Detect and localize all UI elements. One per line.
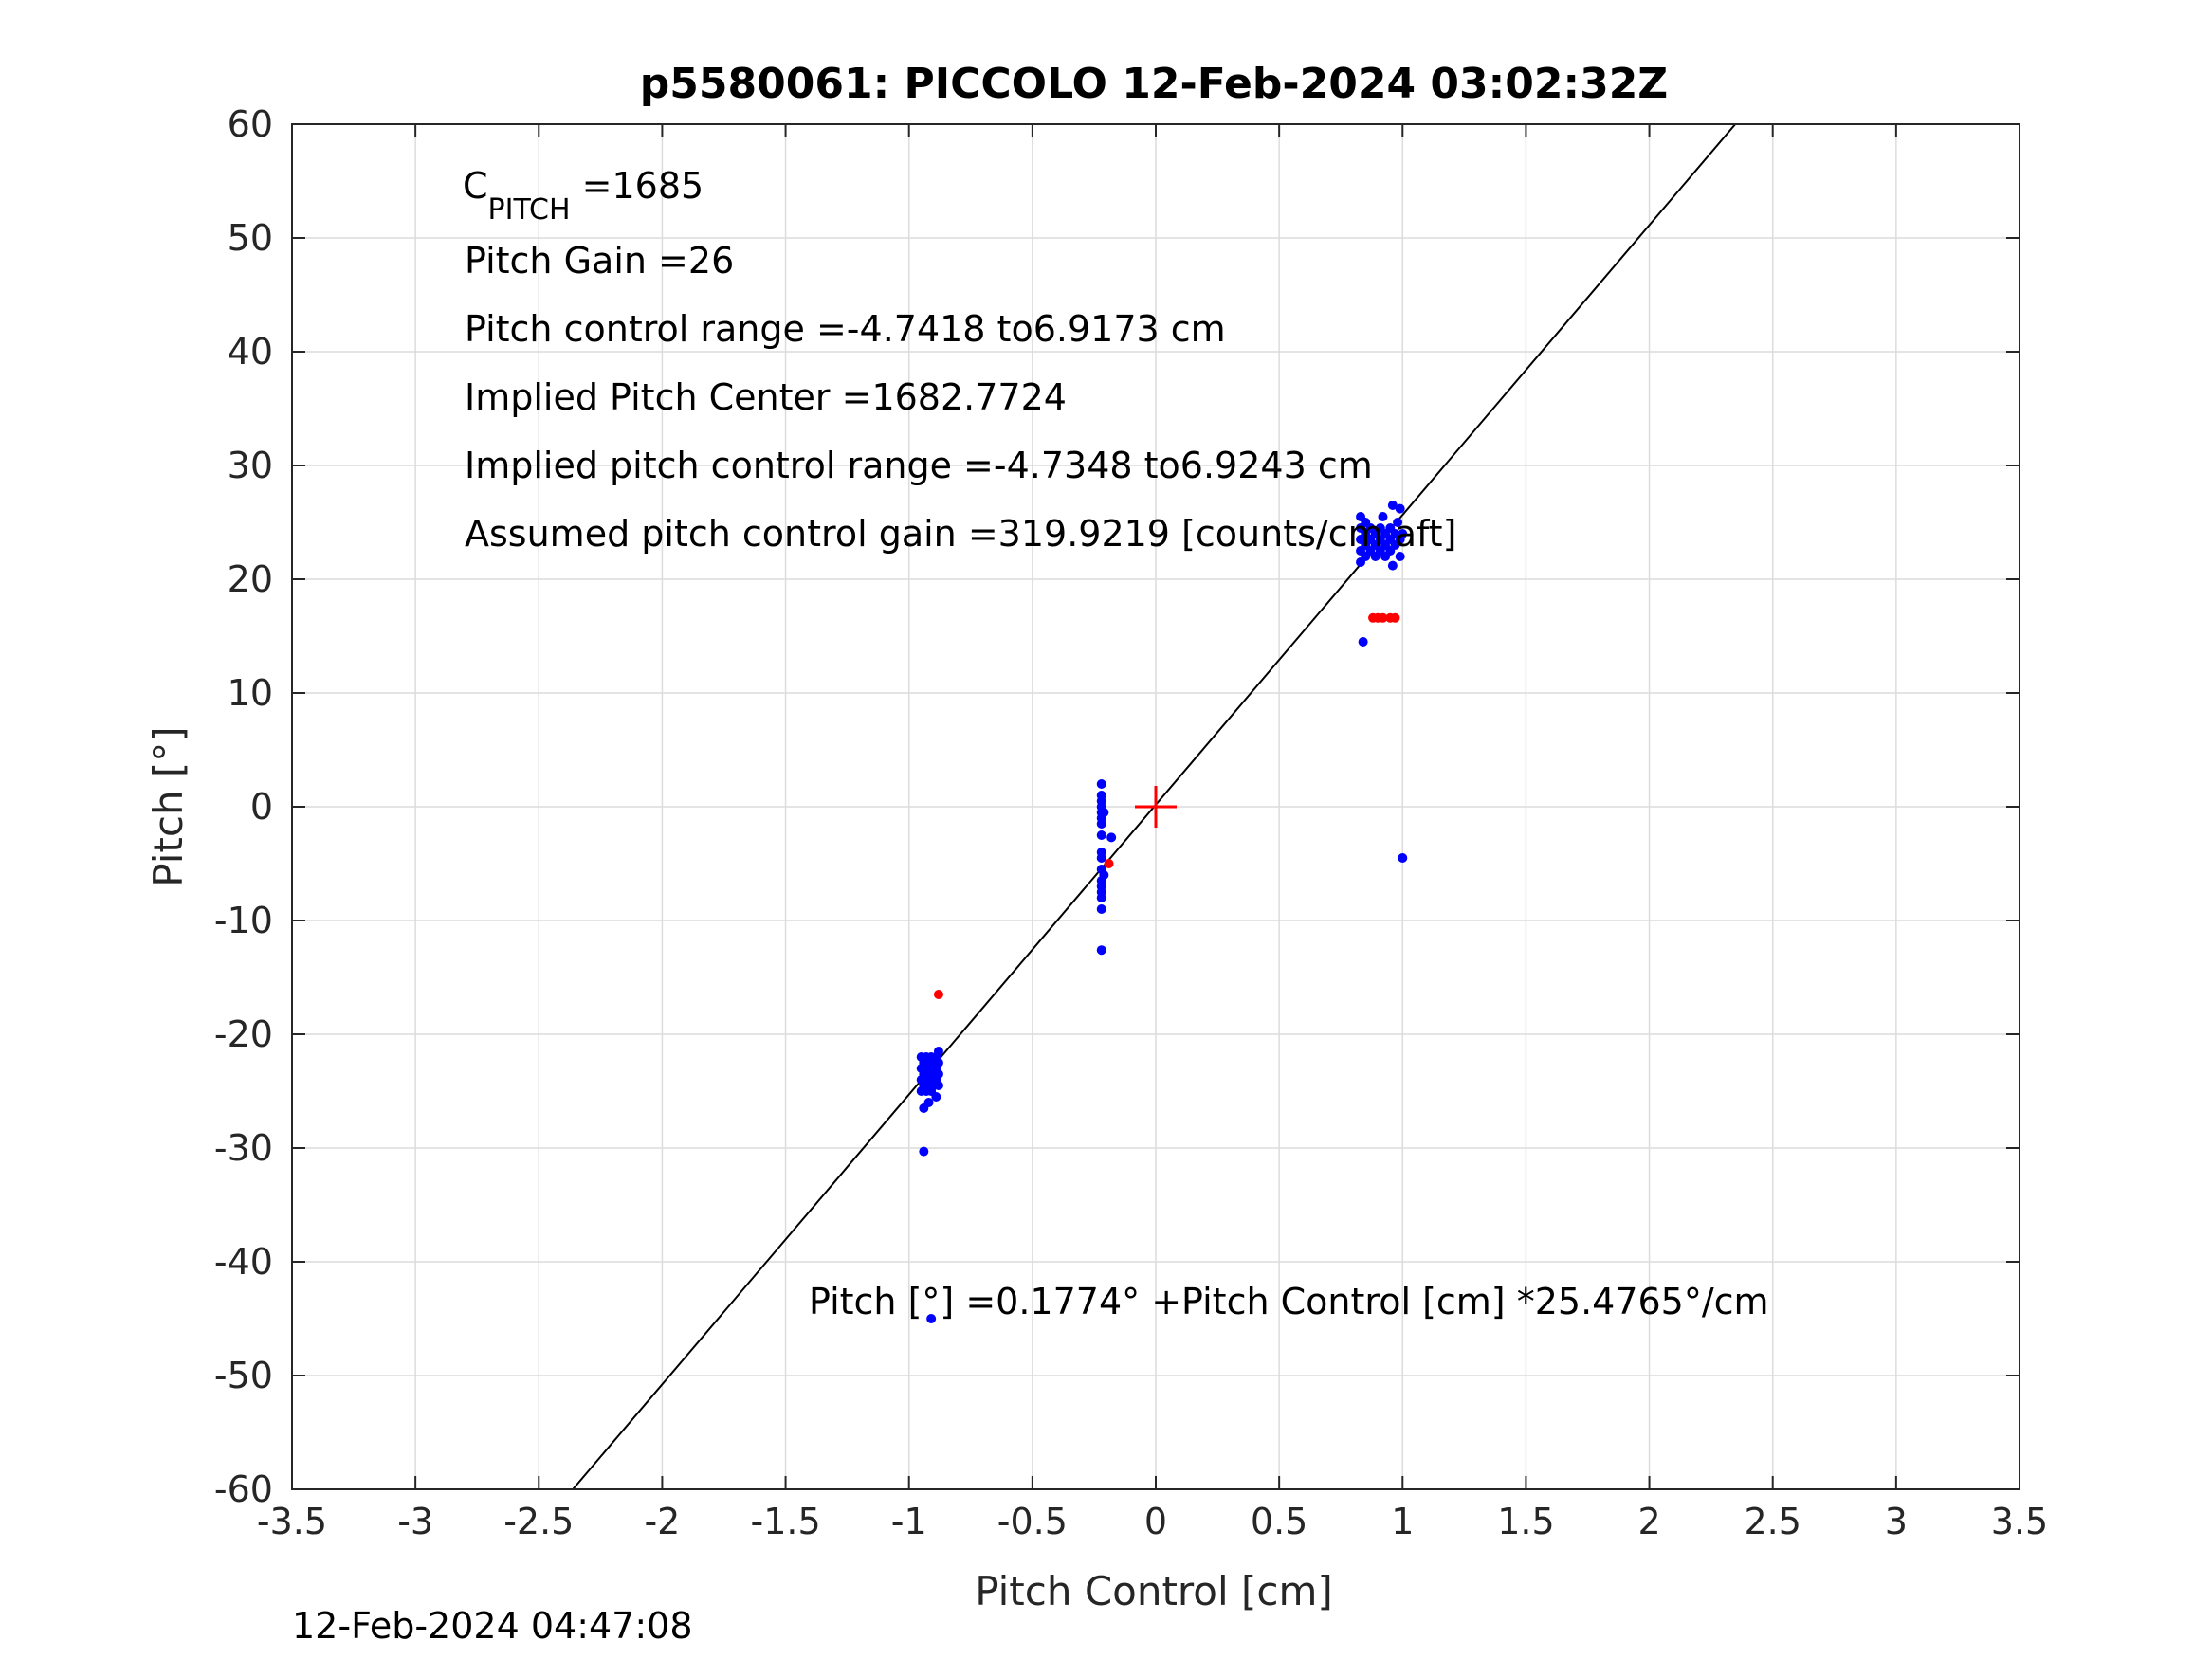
data-point [1395,552,1405,561]
y-tick-label: -20 [214,1013,273,1055]
x-tick-label: 1 [1391,1501,1414,1542]
data-point [1099,808,1109,817]
data-point [1096,893,1106,902]
data-point [1096,945,1106,956]
data-point [1398,853,1408,863]
y-tick-label: 0 [250,786,273,828]
c-pitch-annotation: CPITCH =1685 [463,165,704,227]
data-point [933,990,943,999]
data-point [1096,819,1106,829]
x-tick-label: -1.5 [750,1501,820,1542]
y-tick-label: 10 [228,672,273,714]
data-point [1393,518,1403,527]
data-point [1390,612,1400,623]
x-tick-label: -3.5 [257,1501,327,1542]
grid [291,123,2020,1490]
y-tick-label: 50 [228,217,273,259]
y-tick-label: -40 [214,1241,273,1283]
implied-range-annotation: Implied pitch control range =-4.7348 to6… [465,445,1373,486]
y-tick-label: -50 [214,1355,273,1396]
y-tick-label: 30 [228,445,273,486]
x-tick-label: 2.5 [1744,1501,1801,1542]
x-tick-label: -0.5 [997,1501,1068,1542]
data-point [1387,501,1398,510]
y-tick-label: -10 [214,900,273,941]
annotation-block: CPITCH =1685 Pitch Gain =26 Pitch contro… [463,165,1769,1322]
data-point [1096,904,1106,914]
y-tick-label: -60 [214,1468,273,1510]
y-tick-label: 60 [228,103,273,145]
data-point [1398,529,1408,538]
data-point [1096,830,1106,840]
data-point [1106,832,1117,843]
y-tick-label: 20 [228,558,273,600]
x-tick-label: -3 [397,1501,433,1542]
y-axis-label: Pitch [°] [145,726,192,886]
timestamp: 12-Feb-2024 04:47:08 [292,1605,693,1647]
center-marker-layer [1135,786,1177,828]
assumed-gain-annotation: Assumed pitch control gain =319.9219 [co… [465,513,1456,555]
x-tick-label: 2 [1637,1501,1660,1542]
data-point [933,1081,943,1090]
c-pitch-value: =1685 [571,165,704,207]
pitch-gain-annotation: Pitch Gain =26 [465,240,734,282]
c-pitch-subscript: PITCH [488,193,571,227]
x-axis-label: Pitch Control [cm] [975,1568,1333,1614]
x-tick-label: 0 [1144,1501,1167,1542]
data-point [1099,870,1109,880]
x-tick-label: -2.5 [503,1501,574,1542]
data-point [926,1314,937,1323]
x-tick-label: 3 [1885,1501,1908,1542]
y-tick-label: -30 [214,1127,273,1169]
data-point [1387,560,1398,571]
data-point [1378,512,1388,521]
data-point [933,1069,943,1079]
data-point [933,1058,943,1067]
data-point [1096,779,1106,789]
fit-equation-annotation: Pitch [°] =0.1774° +Pitch Control [cm] *… [809,1281,1769,1322]
data-point [1096,853,1106,863]
x-tick-label: 3.5 [1991,1501,2048,1542]
data-point [933,1047,943,1056]
axis-ticks: -3.5 -3 -2.5 -2 -1.5 -1 -0.5 0 0.5 1 1.5 2 2.5 3 3.5 -6… [214,103,2048,1542]
data-point [1358,637,1368,647]
x-tick-label: 0.5 [1251,1501,1307,1542]
pitch-control-range-annotation: Pitch control range =-4.7418 to6.9173 cm [465,308,1226,350]
data-point [1378,612,1388,623]
x-tick-label: -1 [891,1501,927,1542]
implied-center-annotation: Implied Pitch Center =1682.7724 [465,376,1067,418]
y-tick-label: 40 [228,331,273,373]
data-point [919,1146,929,1157]
data-point [1395,503,1405,514]
x-tick-label: 1.5 [1497,1501,1554,1542]
data-point [923,1098,934,1107]
data-point [931,1092,941,1102]
scatter-points [916,501,1408,1323]
c-pitch-main: C [463,165,488,207]
data-point [1104,859,1114,868]
chart-title: p5580061: PICCOLO 12-Feb-2024 03:02:32Z [640,60,1668,108]
x-tick-label: -2 [644,1501,680,1542]
